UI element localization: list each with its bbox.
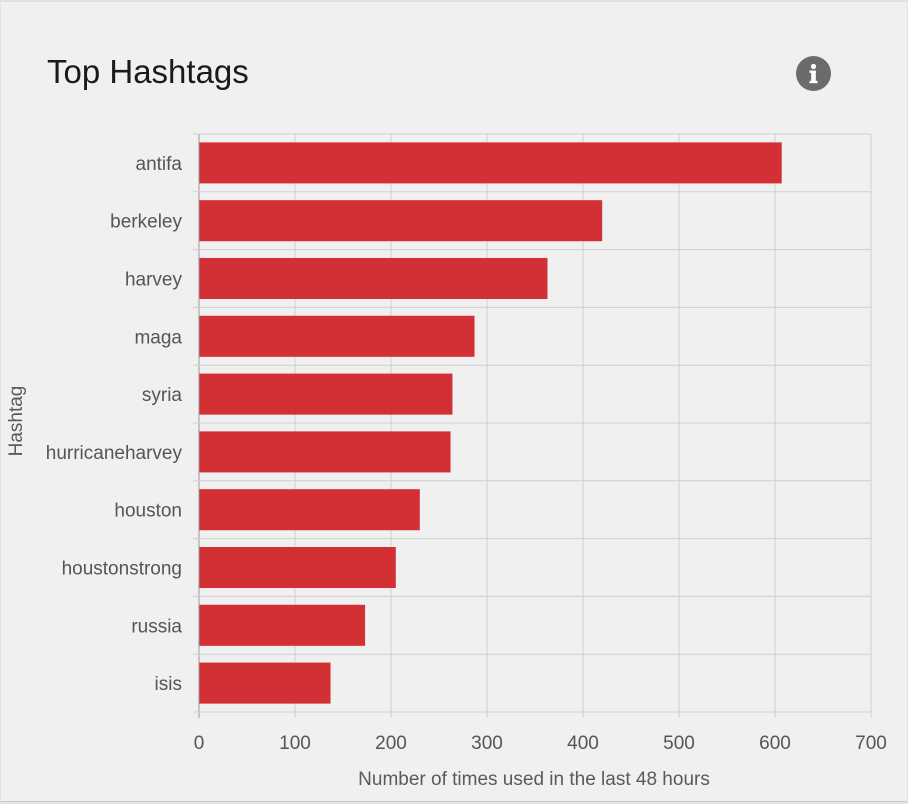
x-tick-labels: 0 100 200 300 400 500 600 700: [194, 733, 887, 754]
x-tick-label: 400: [567, 733, 599, 754]
bar-maga[interactable]: [199, 315, 475, 357]
x-tick-label: 300: [471, 733, 503, 754]
bar-hurricaneharvey[interactable]: [199, 431, 451, 473]
category-label: houston: [114, 501, 182, 522]
x-tick-label: 500: [663, 733, 695, 754]
bar-houston[interactable]: [199, 489, 420, 531]
bars: [199, 142, 782, 704]
category-label: isis: [155, 674, 182, 695]
category-label: houstonstrong: [62, 559, 182, 580]
x-tick-label: 200: [375, 733, 407, 754]
category-label: antifa: [136, 154, 183, 175]
x-tick-label: 700: [855, 733, 887, 754]
x-tick-label: 0: [194, 733, 205, 754]
category-labels: antifa berkeley harvey maga syria hurricaneha…: [46, 154, 183, 695]
bar-harvey[interactable]: [199, 257, 548, 300]
grid-lines: [193, 133, 872, 718]
bar-russia[interactable]: [199, 604, 366, 646]
bar-berkeley[interactable]: [199, 200, 603, 242]
category-label: russia: [131, 616, 182, 637]
category-label: berkeley: [110, 212, 182, 233]
category-label: harvey: [125, 270, 183, 291]
info-icon[interactable]: [796, 56, 831, 91]
category-label: maga: [134, 327, 182, 348]
bar-syria[interactable]: [199, 373, 453, 415]
x-axis-title: Number of times used in the last 48 hour…: [358, 769, 710, 790]
x-tick-label: 600: [759, 733, 791, 754]
y-axis-title: Hashtag: [6, 386, 27, 457]
info-glyph: [809, 63, 818, 84]
category-label: hurricaneharvey: [46, 443, 183, 464]
bar-houstonstrong[interactable]: [199, 546, 396, 589]
chart-title: Top Hashtags: [47, 53, 249, 90]
bar-antifa[interactable]: [199, 142, 782, 184]
category-label: syria: [142, 385, 183, 406]
x-tick-label: 100: [279, 733, 311, 754]
bar-isis[interactable]: [199, 662, 331, 704]
